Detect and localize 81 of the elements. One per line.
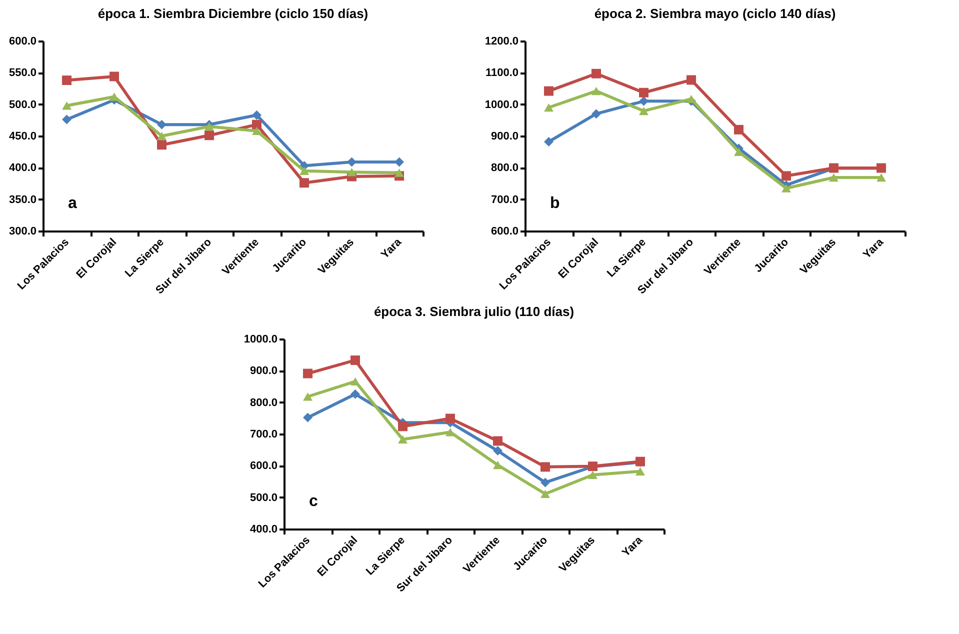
point xyxy=(157,120,166,130)
y-tick-label: 550.0 xyxy=(8,67,36,80)
point xyxy=(493,460,502,470)
point xyxy=(347,157,356,167)
point xyxy=(350,377,360,386)
annotation: b xyxy=(550,195,560,212)
point xyxy=(347,168,356,176)
point xyxy=(300,178,309,188)
y-tick-label: 1000.0 xyxy=(244,334,278,346)
point xyxy=(62,114,72,124)
point xyxy=(446,428,455,436)
point xyxy=(252,110,262,120)
y-tick-label: 450.0 xyxy=(8,130,36,142)
point xyxy=(303,368,312,378)
chart-title: época 2. Siembra mayo (ciclo 140 días) xyxy=(594,6,836,21)
point xyxy=(540,462,550,472)
point xyxy=(204,122,214,131)
point xyxy=(493,446,502,456)
point xyxy=(350,355,360,365)
point xyxy=(394,168,404,177)
point xyxy=(544,86,554,96)
point xyxy=(303,392,312,401)
chart-title: época 1. Siembra Diciembre (ciclo 150 días) xyxy=(98,6,368,21)
y-tick-label: 900.0 xyxy=(490,130,518,142)
y-tick-label: 1200.0 xyxy=(484,36,518,48)
point xyxy=(639,88,648,98)
point xyxy=(446,414,455,424)
y-tick-label: 400.0 xyxy=(250,524,278,536)
point xyxy=(493,436,502,446)
point xyxy=(588,470,598,479)
point xyxy=(639,96,648,106)
chart-title: época 3. Siembra julio (110 días) xyxy=(374,304,574,319)
point xyxy=(62,76,72,86)
y-tick-label: 800.0 xyxy=(250,396,278,409)
point xyxy=(157,140,166,150)
point xyxy=(303,412,312,422)
point xyxy=(639,106,648,116)
y-tick-label: 600.0 xyxy=(8,36,36,48)
point xyxy=(592,86,601,96)
point xyxy=(544,136,554,146)
point xyxy=(157,132,166,140)
point xyxy=(398,435,408,444)
y-tick-label: 600.0 xyxy=(490,226,518,238)
annotation: c xyxy=(309,493,318,510)
point xyxy=(62,101,72,110)
point xyxy=(398,422,408,432)
point xyxy=(350,389,360,399)
y-tick-label: 1000.0 xyxy=(484,98,518,111)
annotation: a xyxy=(68,195,77,212)
point xyxy=(540,490,550,498)
y-tick-label: 700.0 xyxy=(490,194,518,206)
point xyxy=(204,130,214,140)
x-tick-label: Yara xyxy=(379,236,405,262)
point xyxy=(636,467,645,476)
point xyxy=(686,75,696,85)
x-tick-label: Yara xyxy=(620,534,646,560)
y-tick-label: 1100.0 xyxy=(485,67,518,80)
point xyxy=(252,120,262,130)
point xyxy=(734,124,744,134)
y-tick-label: 400.0 xyxy=(8,162,36,174)
y-tick-label: 500.0 xyxy=(250,492,278,504)
point xyxy=(394,157,404,167)
point xyxy=(782,184,791,192)
point xyxy=(592,68,601,78)
point xyxy=(592,109,601,119)
point xyxy=(829,173,838,182)
y-tick-label: 700.0 xyxy=(250,428,278,440)
point xyxy=(782,171,791,181)
point xyxy=(540,478,550,488)
point xyxy=(876,173,886,182)
y-tick-label: 800.0 xyxy=(490,162,518,174)
point xyxy=(300,166,309,175)
point xyxy=(686,94,696,104)
y-tick-label: 350.0 xyxy=(8,194,36,206)
y-tick-label: 300.0 xyxy=(8,226,36,238)
x-tick-label: Yara xyxy=(861,236,887,262)
y-tick-label: 600.0 xyxy=(250,460,278,472)
point xyxy=(110,72,119,82)
point xyxy=(544,103,554,112)
y-tick-label: 900.0 xyxy=(250,365,278,378)
y-tick-label: 500.0 xyxy=(8,98,36,111)
